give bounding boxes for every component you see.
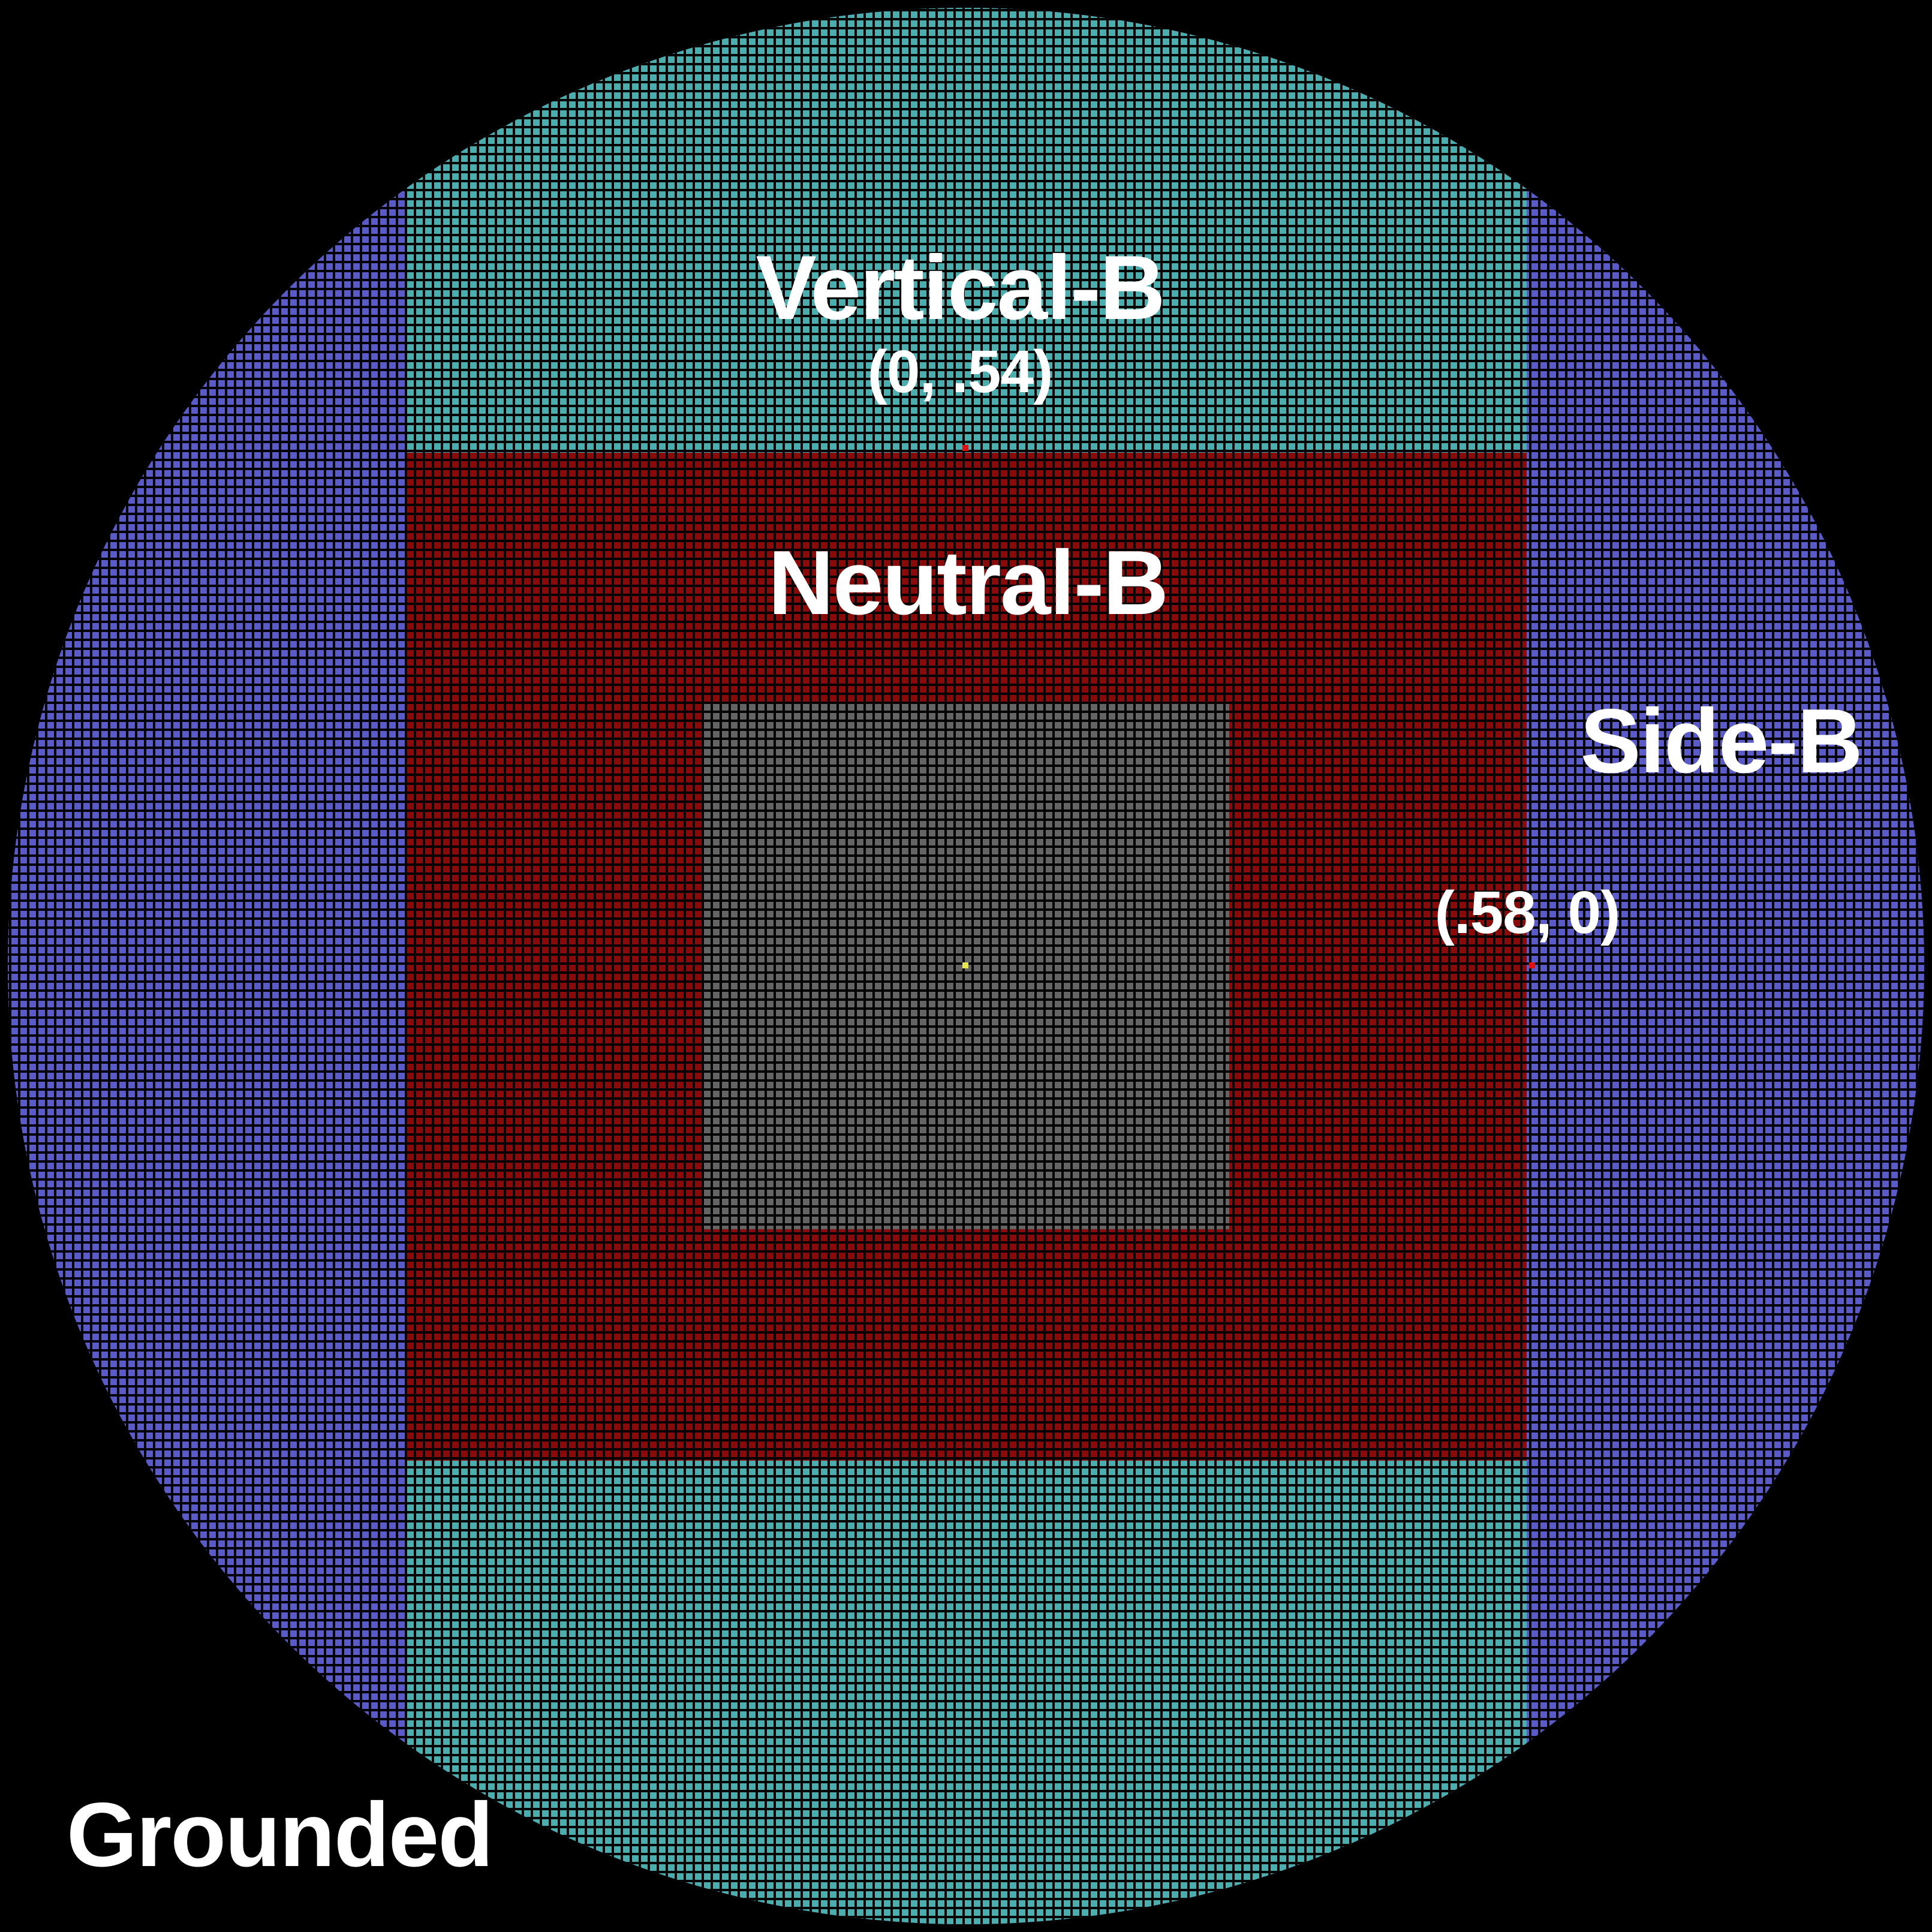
vertical-b-boundary-marker — [962, 445, 968, 451]
side-b-label: Side-B — [1580, 690, 1862, 792]
side-b-boundary-marker — [1529, 962, 1535, 968]
side-b-coordinate: (.58, 0) — [1434, 879, 1621, 946]
center-marker — [962, 962, 968, 968]
grounded-label: Grounded — [66, 1784, 493, 1886]
neutral-b-label: Neutral-B — [768, 532, 1169, 634]
vertical-b-coordinate: (0, .54) — [867, 338, 1054, 405]
vertical-b-label: Vertical-B — [756, 237, 1165, 339]
